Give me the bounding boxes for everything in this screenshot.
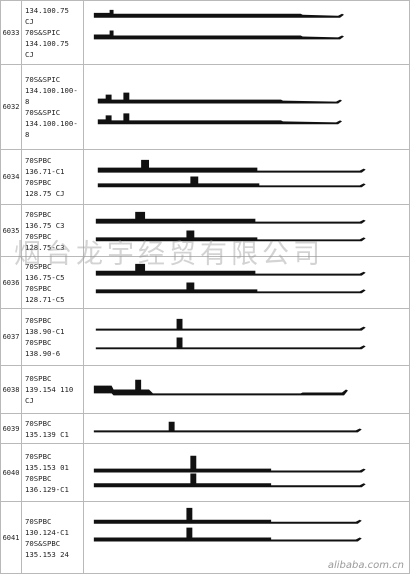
item-code: 6034: [0, 149, 22, 205]
needle-image: [83, 365, 410, 414]
spec-cell: 70SPBC 135.153 01 70SPBC 136.129-C1: [21, 443, 84, 502]
item-code: 6038: [0, 365, 22, 414]
spec-line: 70SPBC: [25, 209, 52, 219]
spec-line: 128.75-C3: [25, 242, 65, 252]
spec-cell: 134.100.75 CJ 70S&SPIC 134.100.75 CJ: [21, 0, 84, 65]
table-row: 6041 70SPBC 130.124-C1 70S&SPBC 135.153 …: [0, 501, 410, 574]
spec-line: 134.100.100-: [25, 86, 78, 95]
item-code: 6041: [0, 501, 22, 574]
spec-cell: 70S&SPIC 134.100.100- 8 70S&SPIC 134.100…: [21, 64, 84, 150]
spec-line: 138.90-C1: [25, 327, 65, 336]
needle-drawing: [95, 211, 366, 242]
table-row: 6039 70SPBC 135.139 C1: [0, 413, 410, 444]
site-watermark: alibaba.com.cn: [327, 560, 404, 571]
spec-line: 134.100.75: [25, 6, 69, 15]
needle-drawing: [95, 318, 366, 350]
spec-line: 134.100.100-: [25, 119, 78, 128]
needle-drawing: [93, 9, 345, 40]
spec-line: 70SPBC: [25, 338, 52, 347]
spec-line: 70S&SPIC: [25, 75, 61, 84]
needle-image: [83, 256, 410, 309]
table-row: 6032 70S&SPIC 134.100.100- 8 70S&SPIC 13…: [0, 64, 410, 150]
needle-drawing: [95, 263, 366, 294]
spec-line: 70S&SPIC: [25, 108, 61, 117]
spec-line: 70SPBC: [25, 473, 52, 483]
spec-line: 70SPBC: [25, 231, 52, 241]
needle-image: [83, 501, 410, 574]
spec-line: 136.71-C1: [25, 167, 65, 176]
spec-line: 70SPBC: [25, 516, 52, 526]
spec-line: CJ: [25, 50, 34, 59]
spec-line: 70SPBC: [25, 261, 52, 271]
needle-drawing: [93, 421, 362, 433]
spec-cell: 70SPBC 136.75-C5 70SPBC 128.71-C5: [21, 256, 84, 309]
spec-line: 70S&SPIC: [25, 28, 61, 37]
spec-line: 70SPBC: [25, 316, 52, 325]
item-code: 6036: [0, 256, 22, 309]
spec-cell: 70SPBC 136.75 C3 70SPBC 128.75-C3: [21, 204, 84, 257]
item-code: 6032: [0, 64, 22, 150]
spec-line: 135.139 C1: [25, 429, 69, 439]
spec-cell: 70SPBC 135.139 C1: [21, 413, 84, 444]
spec-cell: 70SPBC 130.124-C1 70S&SPBC 135.153 24: [21, 501, 84, 574]
spec-line: 130.124-C1: [25, 527, 69, 537]
item-code: 6037: [0, 308, 22, 366]
table-row: 6040 70SPBC 135.153 01 70SPBC 136.129-C1: [0, 443, 410, 502]
item-code: 6035: [0, 204, 22, 257]
item-code: 6040: [0, 443, 22, 502]
spec-line: 135.153 01: [25, 462, 69, 472]
needle-image: [83, 0, 410, 65]
table-row: 6035 70SPBC 136.75 C3 70SPBC 128.75-C3: [0, 204, 410, 257]
needle-drawing: [97, 159, 366, 188]
spec-line: 135.153 24: [25, 549, 69, 559]
needle-drawing: [97, 92, 343, 125]
needle-image: [83, 149, 410, 205]
spec-line: 8: [25, 97, 30, 106]
item-code: 6033: [0, 0, 22, 65]
spec-line: 70SPBC: [25, 418, 52, 428]
table-row: 6038 70SPBC 139.154 110 CJ: [0, 365, 410, 414]
needle-drawing: [93, 379, 348, 396]
spec-line: 134.100.75: [25, 39, 69, 48]
spec-line: CJ: [25, 396, 34, 405]
needle-image: [83, 204, 410, 257]
spec-cell: 70SPBC 138.90-C1 70SPBC 138.90-6: [21, 308, 84, 366]
needle-image: [83, 413, 410, 444]
spec-cell: 70SPBC 136.71-C1 70SPBC 128.75 CJ: [21, 149, 84, 205]
spec-line: CJ: [25, 17, 34, 26]
spec-line: 138.90-6: [25, 349, 61, 358]
spec-line: 70SPBC: [25, 178, 52, 187]
spec-line: 128.71-C5: [25, 294, 65, 304]
spec-line: 136.75 C3: [25, 220, 65, 230]
spec-line: 136.75-C5: [25, 272, 65, 282]
spec-line: 8: [25, 130, 30, 139]
needle-drawing: [93, 455, 366, 488]
needle-drawing: [93, 507, 362, 542]
needle-image: [83, 64, 410, 150]
table-row: 6037 70SPBC 138.90-C1 70SPBC 138.90-6: [0, 308, 410, 366]
spec-line: 136.129-C1: [25, 484, 69, 494]
table-row: 6033 134.100.75 CJ 70S&SPIC 134.100.75 C…: [0, 0, 410, 65]
spec-line: 70S&SPBC: [25, 538, 61, 548]
table-row: 6034 70SPBC 136.71-C1 70SPBC 128.75 CJ: [0, 149, 410, 205]
spec-line: 70SPBC: [25, 283, 52, 293]
item-code: 6039: [0, 413, 22, 444]
spec-line: 70SPBC: [25, 374, 52, 383]
spec-line: 128.75 CJ: [25, 189, 65, 198]
table-row: 6036 70SPBC 136.75-C5 70SPBC 128.71-C5: [0, 256, 410, 309]
spec-line: 70SPBC: [25, 451, 52, 461]
needle-image: [83, 443, 410, 502]
needle-image: [83, 308, 410, 366]
spec-line: 70SPBC: [25, 156, 52, 165]
spec-cell: 70SPBC 139.154 110 CJ: [21, 365, 84, 414]
spec-line: 139.154 110: [25, 385, 74, 394]
